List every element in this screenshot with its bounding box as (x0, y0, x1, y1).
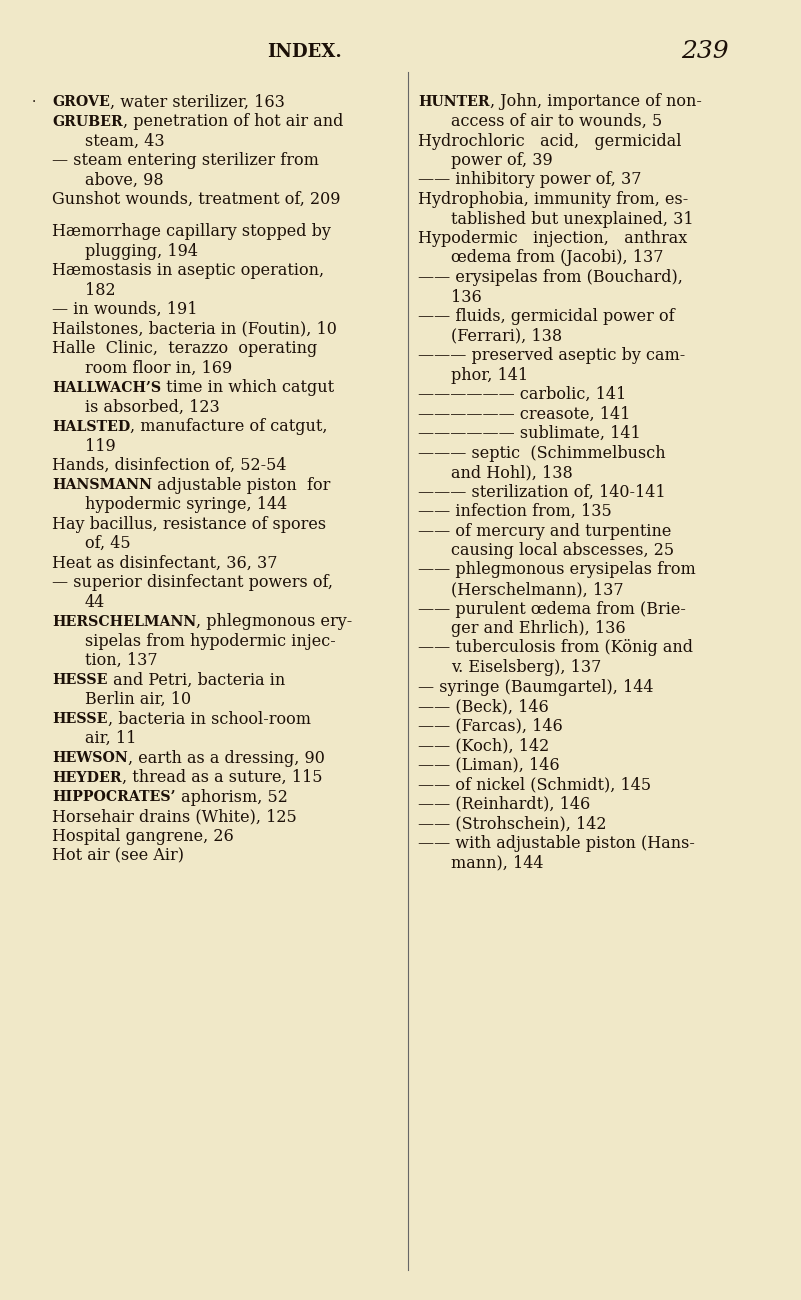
Text: —— tuberculosis from (König and: —— tuberculosis from (König and (418, 640, 693, 656)
Text: causing local abscesses, 25: causing local abscesses, 25 (451, 542, 674, 559)
Text: Hailstones, bacteria in (Foutin), 10: Hailstones, bacteria in (Foutin), 10 (52, 321, 337, 338)
Text: , bacteria in school-room: , bacteria in school-room (107, 711, 311, 728)
Text: ——— preserved aseptic by cam-: ——— preserved aseptic by cam- (418, 347, 685, 364)
Text: —————— sublimate, 141: —————— sublimate, 141 (418, 425, 641, 442)
Text: Hands, disinfection of, 52-54: Hands, disinfection of, 52-54 (52, 458, 287, 474)
Text: — in wounds, 191: — in wounds, 191 (52, 302, 198, 318)
Text: —— fluids, germicidal power of: —— fluids, germicidal power of (418, 308, 674, 325)
Text: , thread as a suture, 115: , thread as a suture, 115 (122, 770, 322, 786)
Text: plugging, 194: plugging, 194 (85, 243, 198, 260)
Text: Berlin air, 10: Berlin air, 10 (85, 692, 191, 708)
Text: —— (Koch), 142: —— (Koch), 142 (418, 737, 549, 754)
Text: tablished but unexplained, 31: tablished but unexplained, 31 (451, 211, 694, 227)
Text: œdema from (Jacobi), 137: œdema from (Jacobi), 137 (451, 250, 663, 266)
Text: GROVE: GROVE (52, 95, 110, 109)
Text: Hæmorrhage capillary stopped by: Hæmorrhage capillary stopped by (52, 224, 331, 240)
Text: room floor in, 169: room floor in, 169 (85, 360, 232, 377)
Text: —— erysipelas from (Bouchard),: —— erysipelas from (Bouchard), (418, 269, 683, 286)
Text: v. Eiselsberg), 137: v. Eiselsberg), 137 (451, 659, 602, 676)
Text: ——— sterilization of, 140-141: ——— sterilization of, 140-141 (418, 484, 666, 501)
Text: HUNTER: HUNTER (418, 95, 489, 109)
Text: —— of nickel (Schmidt), 145: —— of nickel (Schmidt), 145 (418, 776, 651, 793)
Text: — steam entering sterilizer from: — steam entering sterilizer from (52, 152, 319, 169)
Text: time in which catgut: time in which catgut (161, 380, 334, 396)
Text: —————— carbolic, 141: —————— carbolic, 141 (418, 386, 626, 403)
Text: access of air to wounds, 5: access of air to wounds, 5 (451, 113, 662, 130)
Text: , water sterilizer, 163: , water sterilizer, 163 (110, 94, 284, 111)
Text: , penetration of hot air and: , penetration of hot air and (123, 113, 343, 130)
Text: —— (Reinhardt), 146: —— (Reinhardt), 146 (418, 796, 590, 812)
Text: (Herschelmann), 137: (Herschelmann), 137 (451, 581, 624, 598)
Text: power of, 39: power of, 39 (451, 152, 553, 169)
Text: 136: 136 (451, 289, 481, 306)
Text: —————— creasote, 141: —————— creasote, 141 (418, 406, 630, 423)
Text: Hydrophobia, immunity from, es-: Hydrophobia, immunity from, es- (418, 191, 688, 208)
Text: aphorism, 52: aphorism, 52 (175, 789, 288, 806)
Text: 182: 182 (85, 282, 115, 299)
Text: ——— septic  (Schimmelbusch: ——— septic (Schimmelbusch (418, 445, 666, 461)
Text: HESSE: HESSE (52, 673, 107, 688)
Text: HESSE: HESSE (52, 712, 107, 727)
Text: HEWSON: HEWSON (52, 751, 127, 766)
Text: and Petri, bacteria in: and Petri, bacteria in (107, 672, 284, 689)
Text: —— (Liman), 146: —— (Liman), 146 (418, 757, 560, 773)
Text: of, 45: of, 45 (85, 536, 131, 552)
Text: —— phlegmonous erysipelas from: —— phlegmonous erysipelas from (418, 562, 696, 578)
Text: , manufacture of catgut,: , manufacture of catgut, (131, 419, 328, 436)
Text: Halle  Clinic,  terazzo  operating: Halle Clinic, terazzo operating (52, 341, 317, 358)
Text: —— inhibitory power of, 37: —— inhibitory power of, 37 (418, 172, 642, 188)
Text: Horsehair drains (White), 125: Horsehair drains (White), 125 (52, 809, 296, 826)
Text: HALSTED: HALSTED (52, 420, 131, 434)
Text: Hydrochloric   acid,   germicidal: Hydrochloric acid, germicidal (418, 133, 682, 150)
Text: Hospital gangrene, 26: Hospital gangrene, 26 (52, 828, 234, 845)
Text: HERSCHELMANN: HERSCHELMANN (52, 615, 196, 629)
Text: air, 11: air, 11 (85, 731, 136, 747)
Text: ger and Ehrlich), 136: ger and Ehrlich), 136 (451, 620, 626, 637)
Text: 119: 119 (85, 438, 116, 455)
Text: mann), 144: mann), 144 (451, 854, 544, 871)
Text: HEYDER: HEYDER (52, 771, 122, 785)
Text: HALLWACH’S: HALLWACH’S (52, 381, 161, 395)
Text: —— (Farcas), 146: —— (Farcas), 146 (418, 718, 563, 734)
Text: (Ferrari), 138: (Ferrari), 138 (451, 328, 562, 345)
Text: tion, 137: tion, 137 (85, 653, 158, 670)
Text: ·: · (32, 95, 36, 109)
Text: is absorbed, 123: is absorbed, 123 (85, 399, 219, 416)
Text: HIPPOCRATES’: HIPPOCRATES’ (52, 790, 175, 805)
Text: hypodermic syringe, 144: hypodermic syringe, 144 (85, 497, 288, 514)
Text: Hot air (see Air): Hot air (see Air) (52, 848, 184, 864)
Text: —— with adjustable piston (Hans-: —— with adjustable piston (Hans- (418, 835, 695, 852)
Text: —— purulent œdema from (Brie-: —— purulent œdema from (Brie- (418, 601, 686, 618)
Text: Hay bacillus, resistance of spores: Hay bacillus, resistance of spores (52, 516, 326, 533)
Text: , John, importance of non-: , John, importance of non- (489, 94, 702, 111)
Text: HANSMANN: HANSMANN (52, 478, 152, 493)
Text: GRUBER: GRUBER (52, 114, 123, 129)
Text: INDEX.: INDEX. (267, 43, 342, 61)
Text: —— (Beck), 146: —— (Beck), 146 (418, 698, 549, 715)
Text: Heat as disinfectant, 36, 37: Heat as disinfectant, 36, 37 (52, 555, 277, 572)
Text: above, 98: above, 98 (85, 172, 163, 188)
Text: , phlegmonous ery-: , phlegmonous ery- (196, 614, 352, 630)
Text: —— (Strohschein), 142: —— (Strohschein), 142 (418, 815, 606, 832)
Text: — syringe (Baumgartel), 144: — syringe (Baumgartel), 144 (418, 679, 654, 696)
Text: and Hohl), 138: and Hohl), 138 (451, 464, 573, 481)
Text: Hæmostasis in aseptic operation,: Hæmostasis in aseptic operation, (52, 263, 324, 280)
Text: — superior disinfectant powers of,: — superior disinfectant powers of, (52, 575, 333, 592)
Text: sipelas from hypodermic injec-: sipelas from hypodermic injec- (85, 633, 336, 650)
Text: , earth as a dressing, 90: , earth as a dressing, 90 (127, 750, 324, 767)
Text: —— infection from, 135: —— infection from, 135 (418, 503, 612, 520)
Text: Gunshot wounds, treatment of, 209: Gunshot wounds, treatment of, 209 (52, 191, 340, 208)
Text: steam, 43: steam, 43 (85, 133, 165, 150)
Text: phor, 141: phor, 141 (451, 367, 528, 384)
Text: —— of mercury and turpentine: —— of mercury and turpentine (418, 523, 671, 540)
Text: Hypodermic   injection,   anthrax: Hypodermic injection, anthrax (418, 230, 687, 247)
Text: adjustable piston  for: adjustable piston for (152, 477, 330, 494)
Text: 44: 44 (85, 594, 105, 611)
Text: 239: 239 (681, 40, 729, 64)
